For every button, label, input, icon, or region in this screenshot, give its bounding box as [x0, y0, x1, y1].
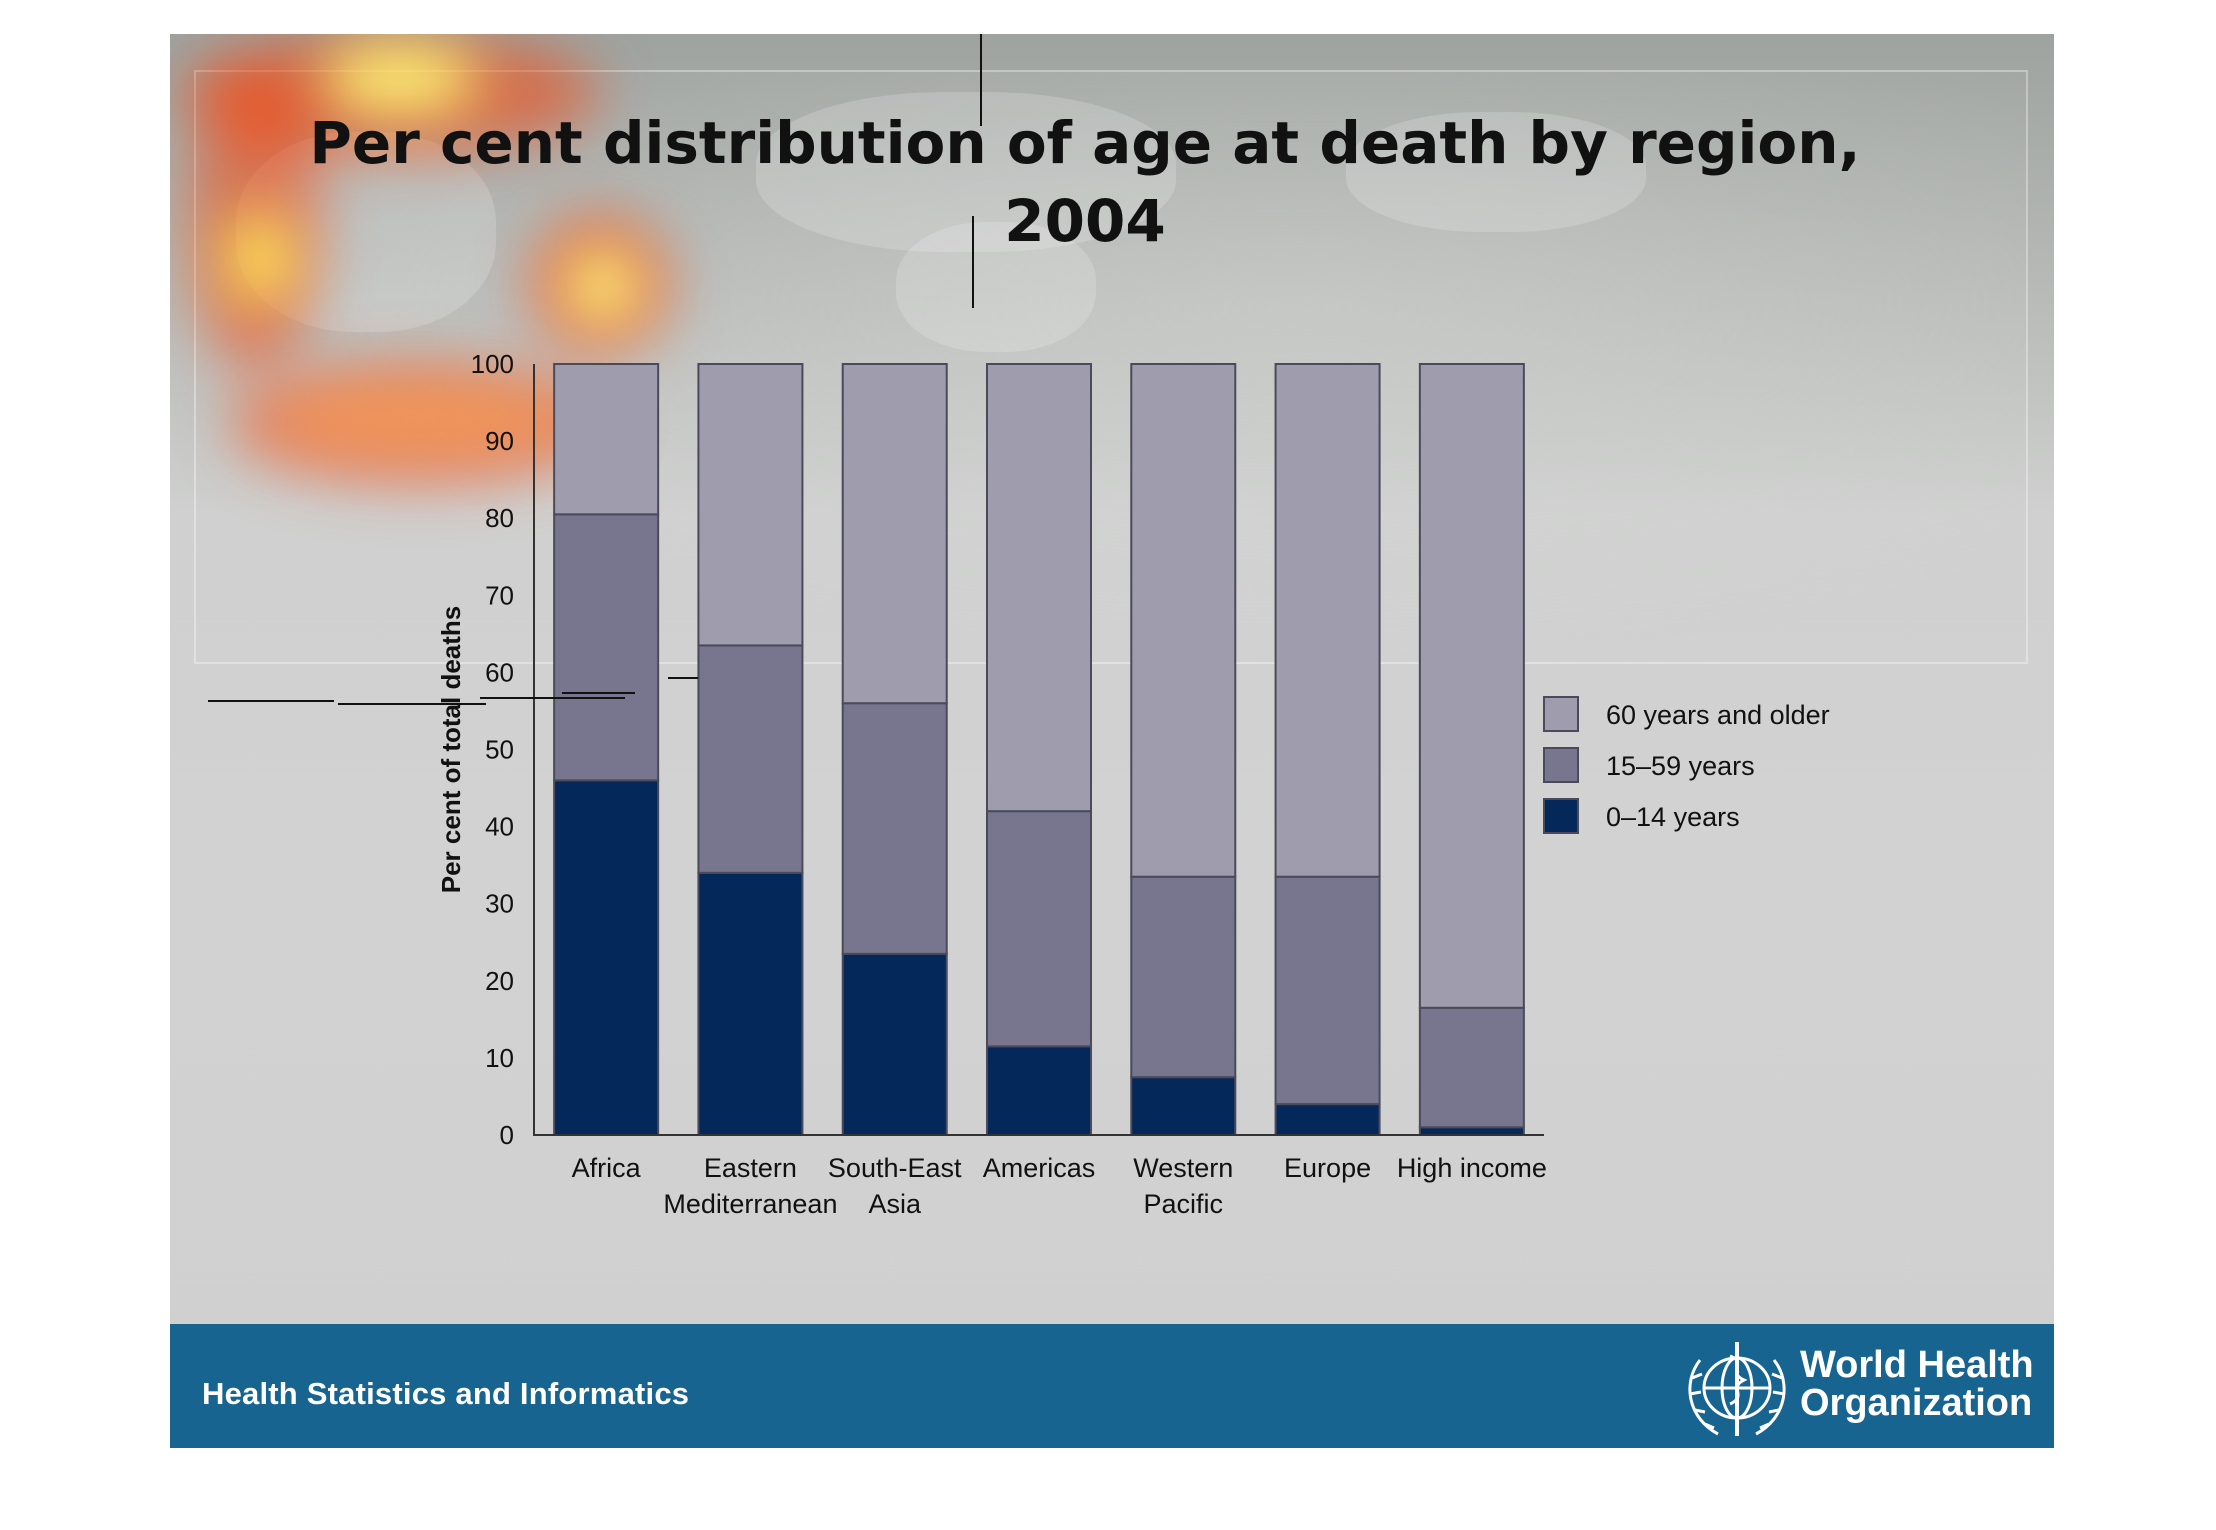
bar-segment	[841, 363, 948, 705]
legend-swatch	[1543, 747, 1579, 783]
bar-segment	[986, 363, 1092, 813]
y-tick-label: 90	[485, 426, 514, 456]
title-line-2: 2004	[1004, 187, 1166, 255]
divider-line	[480, 697, 625, 699]
divider-line	[562, 692, 635, 694]
bar-segment	[1130, 875, 1237, 1079]
divider-line	[980, 34, 982, 126]
footer-bar: Health Statistics and Informatics World …	[170, 1324, 2054, 1448]
y-tick-label: 20	[485, 966, 514, 996]
bar-segment	[697, 871, 804, 1136]
bar-segment	[1130, 1076, 1237, 1137]
stacked-bar-chart: Africa Eastern Mediterranean South-East Asia…	[436, 349, 1830, 1219]
bar-segment	[1130, 363, 1237, 878]
bar-segment	[986, 810, 1092, 1048]
y-tick-label: 50	[485, 735, 514, 765]
divider-line	[972, 216, 974, 308]
y-tick-label: 80	[485, 503, 514, 533]
chart-title: Per cent distribution of age at death by…	[170, 104, 2000, 260]
bar-segment	[553, 363, 660, 516]
y-tick-label: 10	[485, 1043, 514, 1073]
bar-segment	[697, 363, 804, 647]
bar-segment	[986, 1045, 1092, 1137]
x-tick-label: Mediterranean	[663, 1189, 837, 1219]
title-line-1: Per cent distribution of age at death by…	[309, 109, 1861, 177]
org-line-1: World Health	[1800, 1344, 2034, 1386]
y-tick-label: 60	[485, 657, 514, 687]
bar-segment	[841, 952, 948, 1136]
bar-segment	[1418, 1006, 1525, 1129]
divider-line	[338, 703, 486, 705]
bar-segment	[553, 779, 660, 1137]
legend-label: 15–59 years	[1606, 751, 1755, 781]
y-tick-label: 30	[485, 889, 514, 919]
org-line-2: Organization	[1800, 1382, 2033, 1424]
x-tick-label: Americas	[983, 1153, 1096, 1183]
bar-segment	[1274, 363, 1381, 878]
bar-segment	[841, 702, 948, 955]
bar-segment	[1274, 875, 1381, 1106]
x-tick-label: Western	[1133, 1153, 1233, 1183]
bar-segment	[697, 644, 804, 874]
who-org-name: World Health Organization	[1800, 1346, 2034, 1422]
y-tick-label: 70	[485, 580, 514, 610]
x-tick-label: Europe	[1284, 1153, 1371, 1183]
legend-label: 0–14 years	[1606, 802, 1740, 832]
bar-segment	[1418, 1126, 1525, 1137]
y-tick-label: 100	[471, 349, 514, 379]
bar-segment	[1418, 363, 1525, 1009]
y-axis-title: Per cent of total deaths	[436, 606, 466, 894]
legend-swatch	[1543, 696, 1579, 732]
who-emblem-icon	[1688, 1342, 1786, 1436]
divider-line	[208, 700, 334, 702]
slide: Per cent distribution of age at death by…	[170, 34, 2054, 1448]
divider-line	[668, 677, 698, 679]
x-tick-label: High income	[1397, 1153, 1547, 1183]
bar-segment	[553, 513, 660, 782]
bar-segment	[1274, 1103, 1381, 1137]
x-tick-label: Pacific	[1144, 1189, 1224, 1219]
x-tick-label: Asia	[868, 1189, 922, 1219]
footer-unit-label: Health Statistics and Informatics	[202, 1376, 690, 1411]
x-tick-label: Eastern	[704, 1153, 797, 1183]
legend-swatch	[1543, 798, 1579, 834]
x-tick-label: Africa	[572, 1153, 642, 1183]
legend-label: 60 years and older	[1606, 700, 1830, 730]
y-tick-label: 0	[500, 1120, 514, 1150]
y-tick-label: 40	[485, 812, 514, 842]
x-tick-label: South-East	[828, 1153, 962, 1183]
